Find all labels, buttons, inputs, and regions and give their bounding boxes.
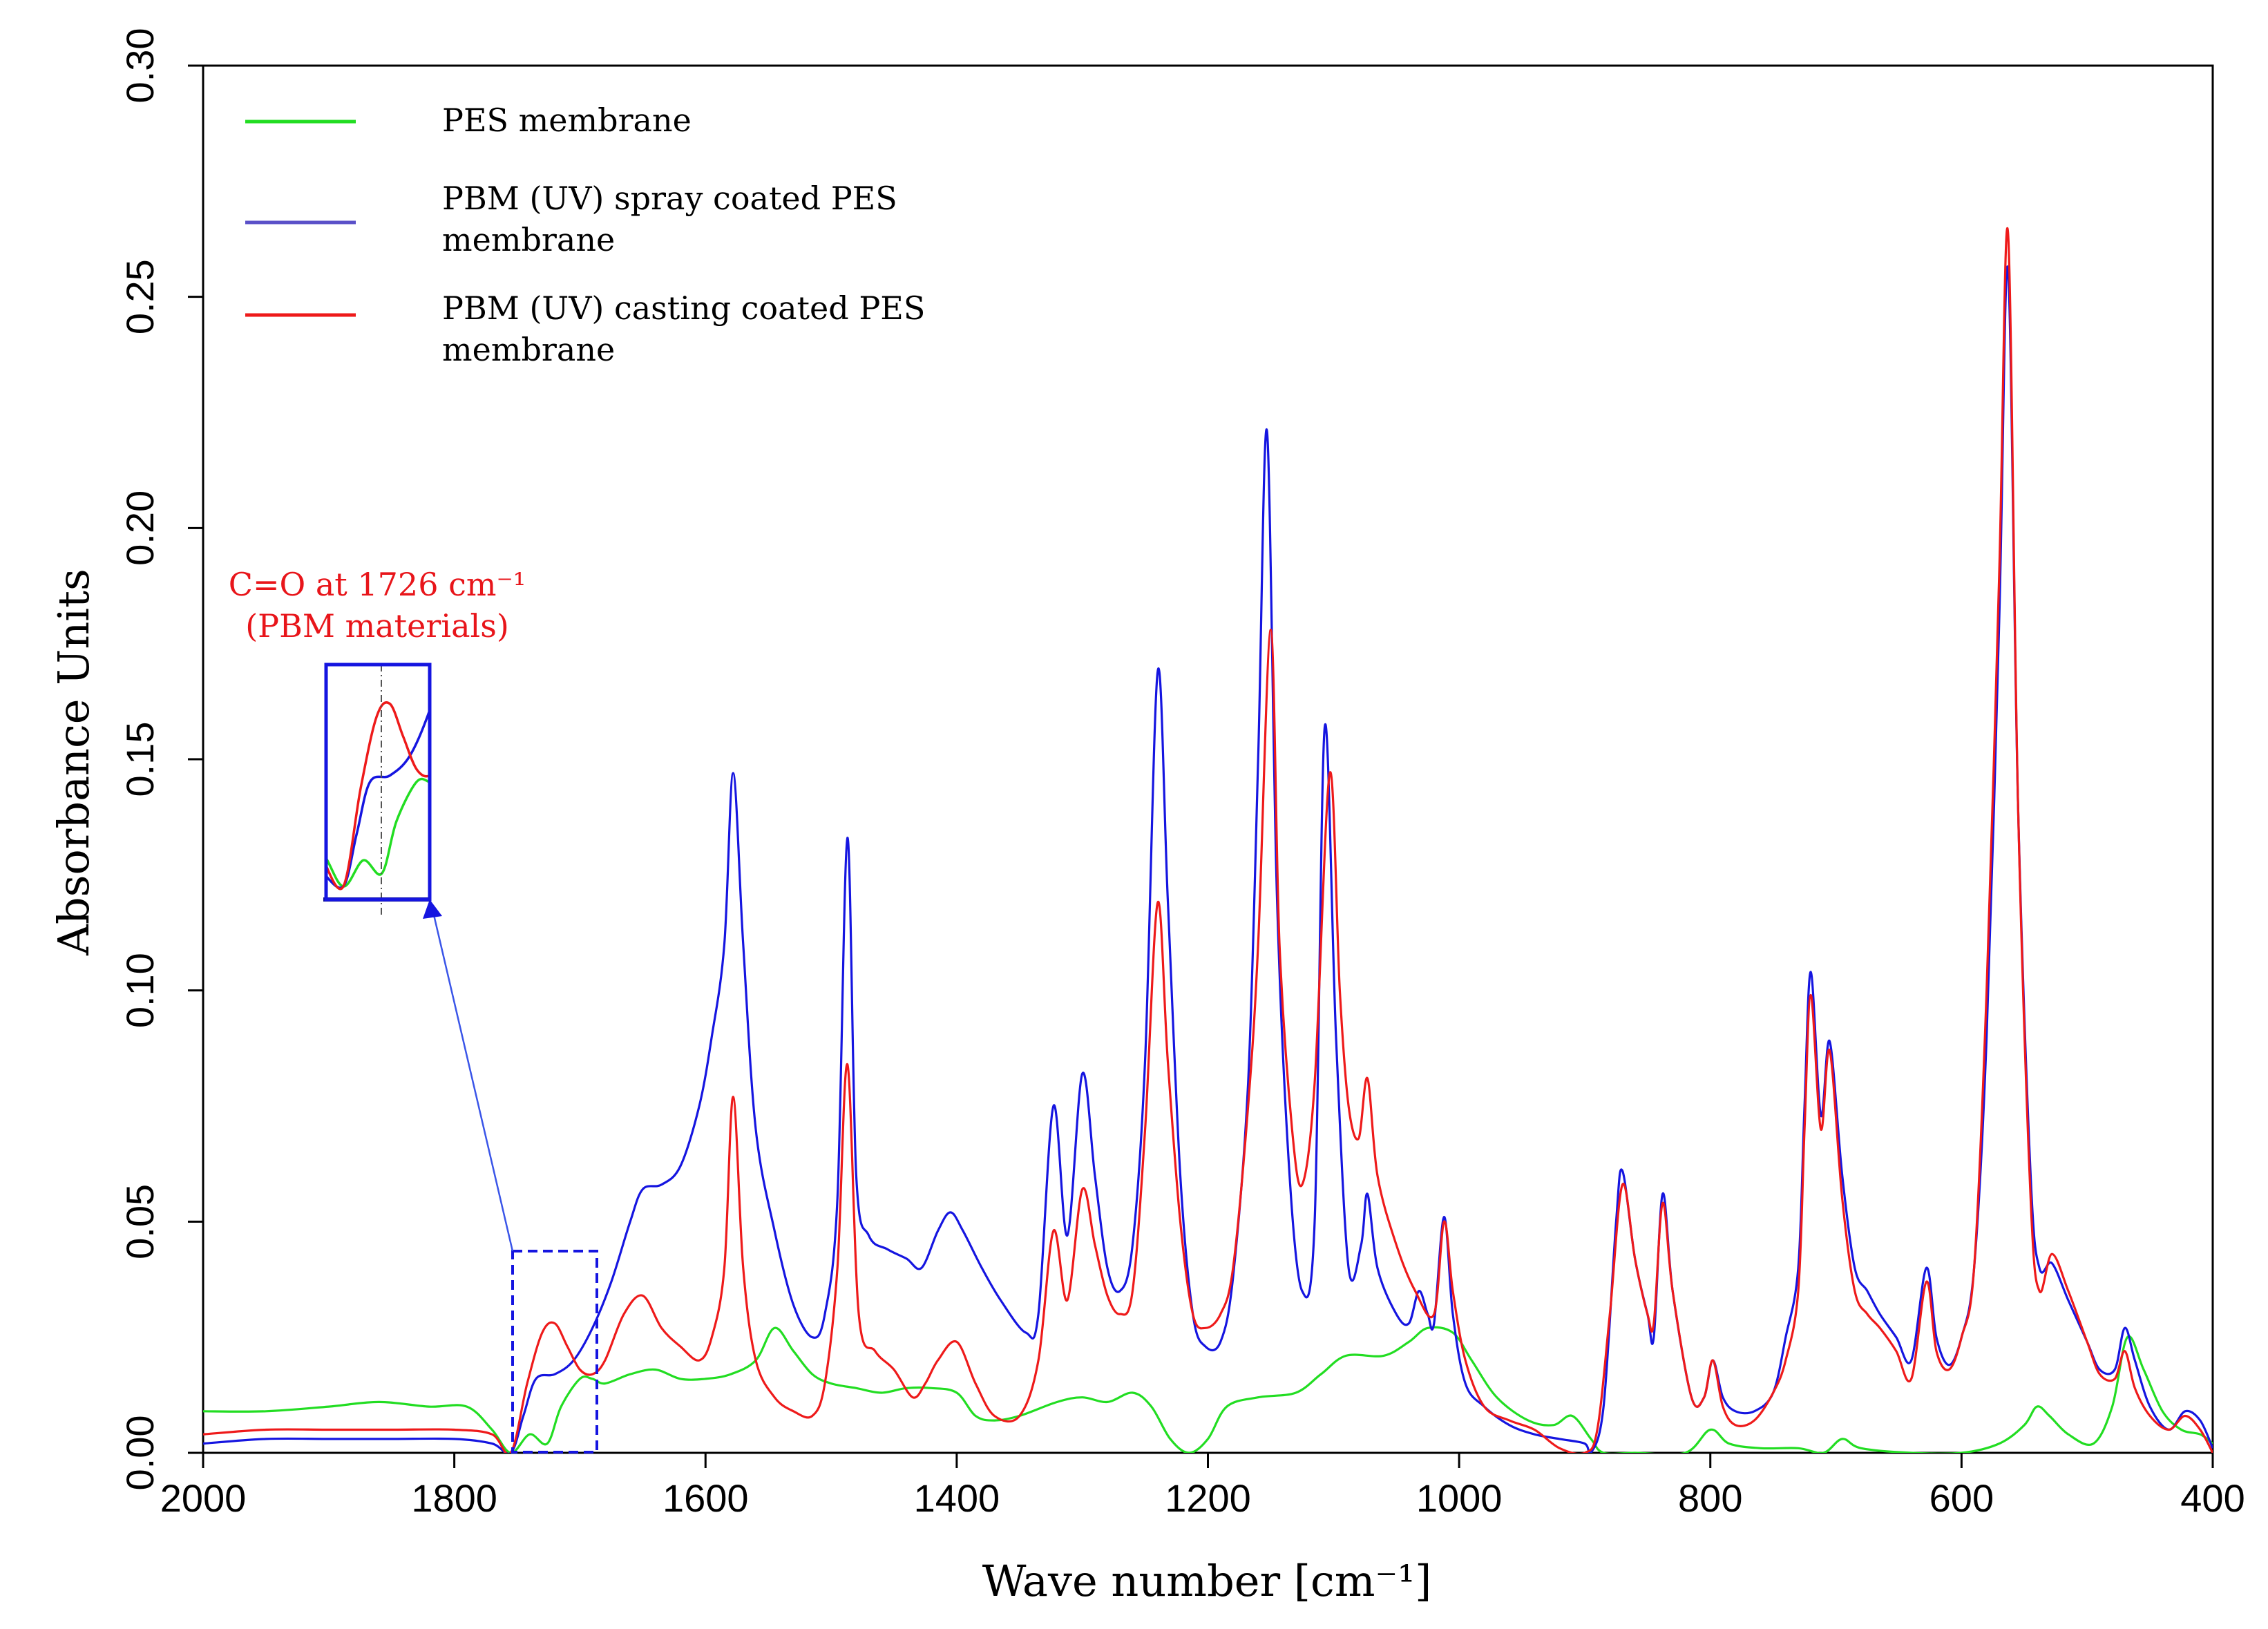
y-axis-title: Absorbance Units <box>48 569 99 956</box>
series-spray-coated-line <box>203 265 2213 1453</box>
legend-label-spray-line2: membrane <box>442 221 615 258</box>
x-tick-label: 1400 <box>914 1476 1000 1520</box>
y-tick-label: 0.05 <box>118 1184 162 1259</box>
annotation-carbonyl-line1: C=O at 1726 cm⁻¹ <box>229 566 526 603</box>
series-pes-membrane-line <box>203 1326 2213 1453</box>
zoom-region-box <box>511 1250 598 1454</box>
inset-casting-line <box>326 701 430 890</box>
x-tick-label: 600 <box>1929 1476 1994 1520</box>
y-tick-label: 0.25 <box>118 259 162 334</box>
legend-label-casting: PBM (UV) casting coated PES <box>442 289 925 327</box>
series-casting-coated-line <box>203 227 2213 1453</box>
inset-background <box>326 665 430 899</box>
zoom-connector-line <box>431 908 514 1252</box>
y-tick-label: 0.10 <box>118 953 162 1028</box>
series-lines <box>203 227 2213 1453</box>
y-tick-label: 0.00 <box>118 1416 162 1491</box>
plot-frame <box>202 64 2214 1454</box>
x-tick-label: 800 <box>1678 1476 1742 1520</box>
annotation-carbonyl-line2: (PBM materials) <box>245 607 509 645</box>
inset-frame <box>324 663 432 902</box>
x-tick-label: 1800 <box>411 1476 497 1520</box>
axis-ticks: 2000 1800 1600 1400 1200 1000 800 600 400 0.00 0.0… <box>118 28 2245 1521</box>
zoom-connector-arrowhead <box>423 899 442 919</box>
x-tick-label: 400 <box>2180 1476 2245 1520</box>
x-tick-label: 1600 <box>663 1476 749 1520</box>
y-tick-label: 0.20 <box>118 490 162 566</box>
inset-zoom <box>323 663 432 917</box>
x-axis-title: Wave number [cm⁻¹] <box>982 1556 1432 1606</box>
legend: PES membrane PBM (UV) spray coated PES m… <box>245 102 925 368</box>
legend-label-pes: PES membrane <box>442 102 692 139</box>
legend-label-casting-line2: membrane <box>442 331 615 368</box>
x-tick-label: 1000 <box>1416 1476 1503 1520</box>
y-tick-label: 0.30 <box>118 28 162 104</box>
legend-label-spray: PBM (UV) spray coated PES <box>442 180 897 217</box>
y-tick-label: 0.15 <box>118 722 162 797</box>
x-tick-label: 1200 <box>1165 1476 1251 1520</box>
x-tick-label: 2000 <box>160 1476 247 1520</box>
